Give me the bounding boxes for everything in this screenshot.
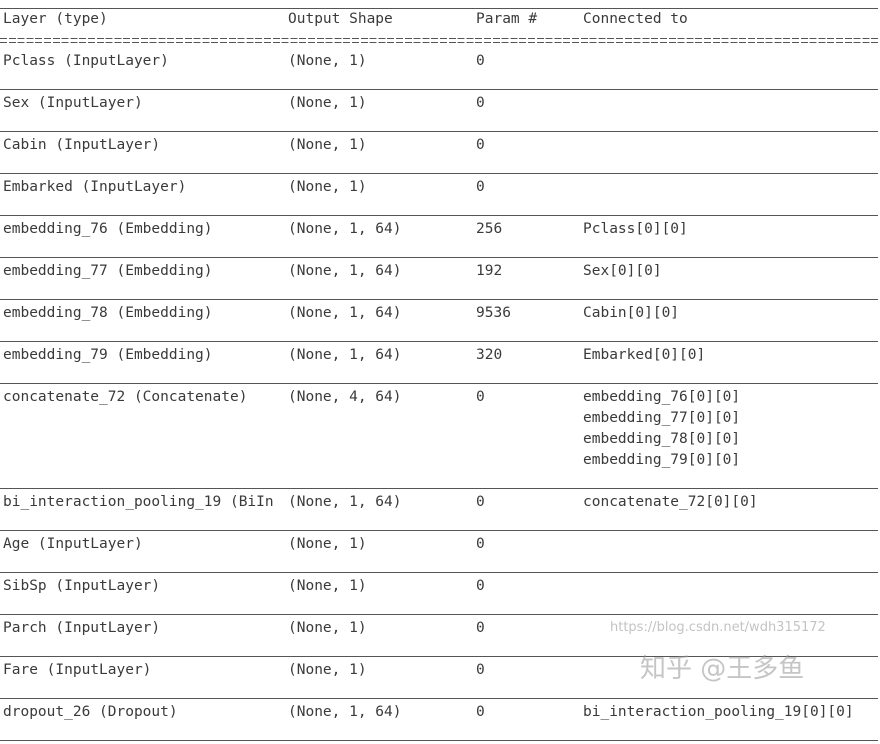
output-shape: (None, 1, 64) [288,305,402,321]
layer-name: Age (InputLayer) [3,536,143,552]
row-divider [0,639,878,660]
table-row: embedding_77 (Embedding) (None, 1, 64) 192… [0,261,878,303]
row-divider [0,72,878,93]
table-row: dropout_26 (Dropout) (None, 1, 64) 0 bi_int… [0,702,878,744]
row-divider [0,681,878,702]
layer-name: Cabin (InputLayer) [3,137,161,153]
param-count: 0 [476,578,485,594]
param-count: 320 [476,347,503,363]
output-shape: (None, 1, 64) [288,494,402,510]
row-divider [0,114,878,135]
table-row: Age (InputLayer) (None, 1) 0 [0,534,878,576]
output-shape: (None, 1) [288,95,367,111]
layer-name: Embarked (InputLayer) [3,179,187,195]
table-row: Parch (InputLayer) (None, 1) 0 [0,618,878,660]
param-count: 0 [476,704,485,720]
output-shape: (None, 1, 64) [288,263,402,279]
table-row: Fare (InputLayer) (None, 1) 0 [0,660,878,702]
param-count: 0 [476,662,485,678]
layer-name: embedding_77 (Embedding) [3,263,213,279]
table-row: SibSp (InputLayer) (None, 1) 0 [0,576,878,618]
row-divider [0,324,878,345]
layer-name: dropout_26 (Dropout) [3,704,178,720]
connected-to: Cabin[0][0] [583,305,680,321]
connected-to: Sex[0][0] [583,263,662,279]
param-count: 0 [476,95,485,111]
row-divider [0,156,878,177]
table-row: embedding_76 (Embedding) (None, 1, 64) 256… [0,219,878,261]
layer-name: Parch (InputLayer) [3,620,161,636]
table-row: embedding_78 (Embedding) (None, 1, 64) 953… [0,303,878,345]
param-count: 9536 [476,305,511,321]
param-count: 0 [476,389,485,405]
output-shape: (None, 1, 64) [288,221,402,237]
param-count: 0 [476,137,485,153]
row-divider [0,555,878,576]
param-count: 256 [476,221,503,237]
header-layer: Layer (type) [3,11,108,27]
connected-to: embedding_78[0][0] [583,431,741,447]
layer-name: SibSp (InputLayer) [3,578,161,594]
connected-to: embedding_76[0][0] [583,389,741,405]
table-row: Embarked (InputLayer) (None, 1) 0 [0,177,878,219]
layer-name: embedding_78 (Embedding) [3,305,213,321]
connected-to: concatenate_72[0][0] [583,494,758,510]
header-connected: Connected to [583,11,688,27]
output-shape: (None, 1, 64) [288,704,402,720]
table-row: Sex (InputLayer) (None, 1) 0 [0,93,878,135]
output-shape: (None, 1) [288,179,367,195]
layer-name: embedding_76 (Embedding) [3,221,213,237]
output-shape: (None, 1) [288,620,367,636]
param-count: 0 [476,494,485,510]
output-shape: (None, 1) [288,53,367,69]
table-row: Cabin (InputLayer) (None, 1) 0 [0,135,878,177]
table-row: Pclass (InputLayer) (None, 1) 0 [0,51,878,93]
row-divider [0,198,878,219]
output-shape: (None, 1) [288,578,367,594]
connected-to: bi_interaction_pooling_19[0][0] [583,704,854,720]
table-row: embedding_79 (Embedding) (None, 1, 64) 320… [0,345,878,387]
connected-to: Pclass[0][0] [583,221,688,237]
table-row: concatenate_72 (Concatenate) (None, 4, 64… [0,387,878,492]
top-divider [0,0,878,9]
connected-to: embedding_77[0][0] [583,410,741,426]
layer-name: Sex (InputLayer) [3,95,143,111]
output-shape: (None, 1, 64) [288,347,402,363]
param-count: 192 [476,263,503,279]
param-count: 0 [476,179,485,195]
layer-name: bi_interaction_pooling_19 (BiIn [3,494,274,510]
row-divider [0,513,878,534]
param-count: 0 [476,53,485,69]
header-param: Param # [476,11,538,27]
header-row: Layer (type) Output Shape Param # Connec… [0,9,878,30]
layer-name: Pclass (InputLayer) [3,53,169,69]
layer-name: concatenate_72 (Concatenate) [3,389,248,405]
layer-name: embedding_79 (Embedding) [3,347,213,363]
row-divider [0,471,878,492]
output-shape: (None, 1) [288,662,367,678]
header-output-shape: Output Shape [288,11,393,27]
row-divider [0,597,878,618]
connected-to: embedding_79[0][0] [583,452,741,468]
layer-name: Fare (InputLayer) [3,662,152,678]
row-divider [0,240,878,261]
row-divider [0,366,878,387]
output-shape: (None, 1) [288,137,367,153]
header-divider [0,30,878,51]
output-shape: (None, 4, 64) [288,389,402,405]
param-count: 0 [476,620,485,636]
output-shape: (None, 1) [288,536,367,552]
row-divider [0,282,878,303]
param-count: 0 [476,536,485,552]
table-row: bi_interaction_pooling_19 (BiIn (None, 1,… [0,492,878,534]
connected-to: Embarked[0][0] [583,347,706,363]
